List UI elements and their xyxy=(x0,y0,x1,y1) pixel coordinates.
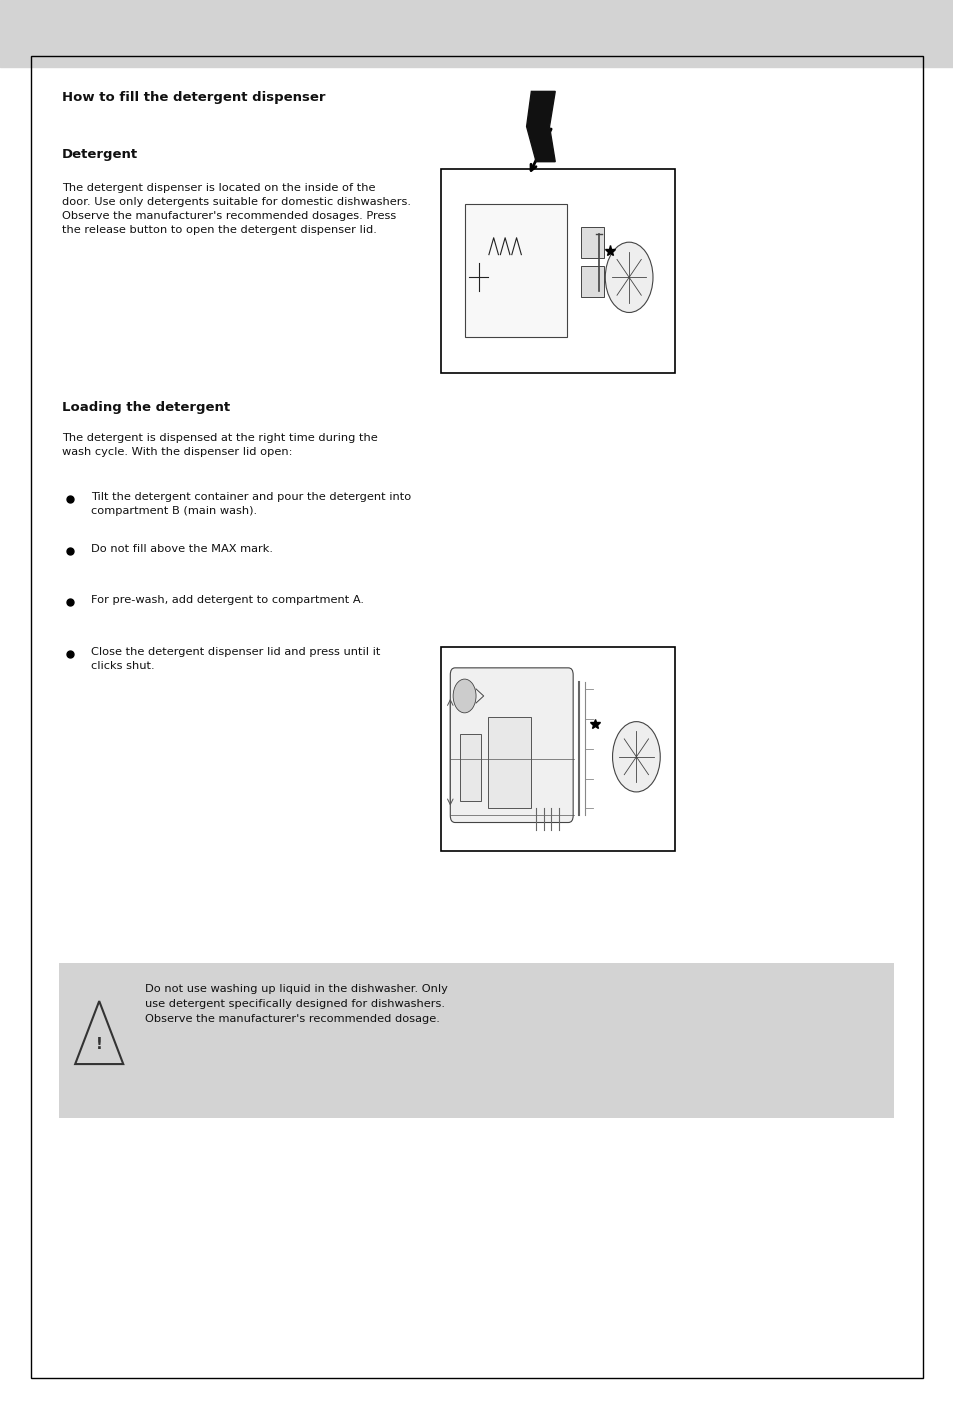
Bar xyxy=(0,0,953,67)
Text: The detergent dispenser is located on the inside of the
door. Use only detergent: The detergent dispenser is located on th… xyxy=(62,183,411,235)
Polygon shape xyxy=(526,91,555,162)
Bar xyxy=(440,647,675,851)
Circle shape xyxy=(604,242,652,312)
Bar xyxy=(464,204,567,337)
Text: Do not fill above the MAX mark.: Do not fill above the MAX mark. xyxy=(91,544,273,554)
Text: For pre-wash, add detergent to compartment A.: For pre-wash, add detergent to compartme… xyxy=(91,595,363,605)
Bar xyxy=(440,169,675,373)
FancyBboxPatch shape xyxy=(450,668,573,823)
Text: The detergent is dispensed at the right time during the
wash cycle. With the dis: The detergent is dispensed at the right … xyxy=(62,433,377,457)
Circle shape xyxy=(453,679,476,713)
Bar xyxy=(488,717,531,808)
Text: Tilt the detergent container and pour the detergent into
compartment B (main was: Tilt the detergent container and pour th… xyxy=(91,492,411,516)
Polygon shape xyxy=(75,1001,123,1064)
Text: Close the detergent dispenser lid and press until it
clicks shut.: Close the detergent dispenser lid and pr… xyxy=(91,647,379,671)
Text: Detergent: Detergent xyxy=(62,148,138,160)
Text: !: ! xyxy=(95,1036,103,1052)
Bar xyxy=(580,226,604,259)
Bar xyxy=(580,267,604,298)
Bar xyxy=(59,963,893,1118)
Text: Loading the detergent: Loading the detergent xyxy=(62,401,230,413)
Text: How to fill the detergent dispenser: How to fill the detergent dispenser xyxy=(62,91,325,104)
Text: Do not use washing up liquid in the dishwasher. Only
use detergent specifically : Do not use washing up liquid in the dish… xyxy=(145,984,447,1024)
Bar xyxy=(459,734,480,801)
Circle shape xyxy=(612,721,659,792)
